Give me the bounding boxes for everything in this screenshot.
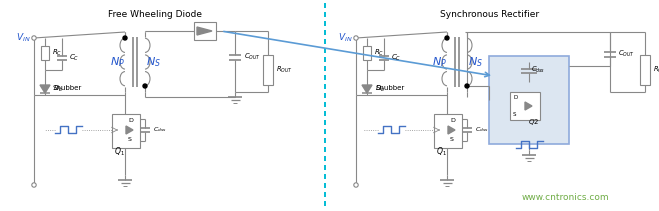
Text: $C_{OUT}$: $C_{OUT}$	[244, 52, 261, 62]
Bar	[489, 56, 569, 144]
Polygon shape	[525, 102, 532, 110]
Circle shape	[123, 36, 127, 40]
Text: $N_S$: $N_S$	[146, 55, 161, 69]
Text: $Q2$: $Q2$	[528, 117, 539, 127]
Text: $R_C$: $R_C$	[374, 48, 384, 58]
Circle shape	[32, 183, 36, 187]
Text: $N_P$: $N_P$	[432, 55, 447, 69]
Polygon shape	[362, 85, 372, 93]
Bar	[41, 46, 49, 60]
Text: $C_C$: $C_C$	[391, 53, 401, 63]
Bar	[434, 114, 462, 148]
Text: $D_b$: $D_b$	[375, 84, 386, 94]
Text: $R_{OUT}$: $R_{OUT}$	[653, 65, 659, 75]
Text: $V_{IN}$: $V_{IN}$	[16, 32, 30, 44]
Bar	[263, 55, 273, 85]
Text: $C_{dss}$: $C_{dss}$	[153, 126, 167, 134]
Polygon shape	[126, 126, 133, 134]
Text: S: S	[513, 112, 517, 117]
Circle shape	[445, 36, 449, 40]
Bar	[640, 55, 650, 85]
Text: $C_{dss}$: $C_{dss}$	[475, 126, 488, 134]
Text: $N_P$: $N_P$	[109, 55, 125, 69]
Text: $Q_1$: $Q_1$	[113, 146, 125, 158]
Circle shape	[32, 36, 36, 40]
Bar	[510, 92, 540, 120]
Circle shape	[354, 183, 358, 187]
Bar	[112, 114, 140, 148]
Text: S: S	[450, 137, 454, 142]
Text: Synchronous Rectifier: Synchronous Rectifier	[440, 10, 540, 19]
Text: $D_b$: $D_b$	[53, 84, 63, 94]
Text: $N_S$: $N_S$	[467, 55, 482, 69]
Text: D: D	[128, 118, 133, 123]
Text: www.cntronics.com: www.cntronics.com	[521, 192, 609, 202]
Text: $R_C$: $R_C$	[52, 48, 62, 58]
Text: Snubber: Snubber	[376, 85, 405, 91]
Bar	[363, 46, 371, 60]
Text: $C_C$: $C_C$	[69, 53, 79, 63]
Polygon shape	[448, 126, 455, 134]
Circle shape	[465, 84, 469, 88]
Circle shape	[143, 84, 147, 88]
Text: Snubber: Snubber	[52, 85, 82, 91]
Text: Free Wheeling Diode: Free Wheeling Diode	[108, 10, 202, 19]
Text: $C_{OUT}$: $C_{OUT}$	[618, 49, 635, 59]
Text: S: S	[128, 137, 132, 142]
Text: D: D	[450, 118, 455, 123]
Circle shape	[354, 36, 358, 40]
Text: $R_{OUT}$: $R_{OUT}$	[276, 65, 293, 75]
Polygon shape	[197, 27, 212, 35]
Text: $Q_1$: $Q_1$	[436, 146, 446, 158]
Bar	[194, 22, 216, 40]
Polygon shape	[40, 85, 50, 93]
Text: $C_{dss}$: $C_{dss}$	[531, 65, 545, 75]
Text: $V_{IN}$: $V_{IN}$	[338, 32, 353, 44]
Text: D: D	[513, 95, 517, 100]
